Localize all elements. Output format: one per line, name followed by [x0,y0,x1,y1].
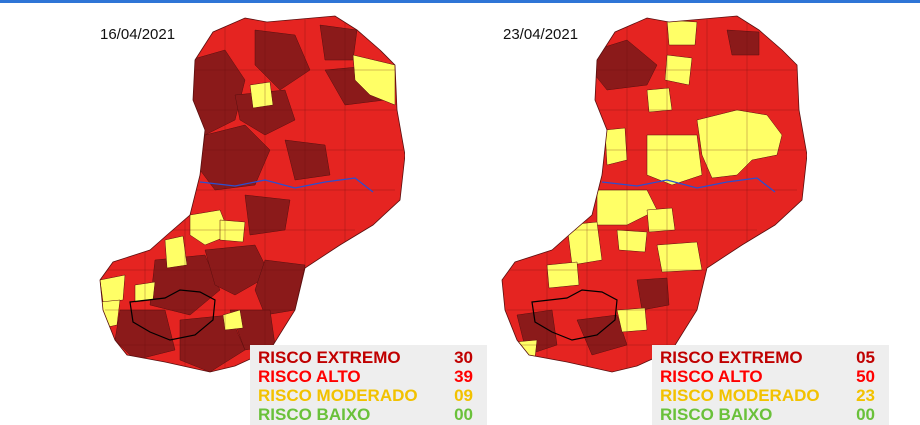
summary-count: 39 [454,367,473,386]
municipality-moderado [646,207,676,233]
summary-row-alto: RISCO ALTO 50 [652,367,889,386]
municipality-extremo [244,194,291,236]
summary-count: 30 [454,348,473,367]
summary-count: 09 [454,386,473,405]
summary-row-alto: RISCO ALTO 39 [250,367,487,386]
summary-count: 00 [454,405,473,424]
municipality-moderado [646,134,703,186]
municipality-moderado [514,339,538,359]
municipality-moderado [646,87,673,113]
summary-count: 23 [856,386,875,405]
summary-row-baixo: RISCO BAIXO 00 [250,405,487,424]
municipality-extremo [254,29,311,91]
risk-summary-right: RISCO EXTREMO 05 RISCO ALTO 50 RISCO MOD… [652,345,889,425]
summary-count: 50 [856,367,875,386]
summary-row-moderado: RISCO MODERADO 23 [652,386,889,405]
summary-label: RISCO ALTO [258,367,361,386]
municipality-moderado [249,81,274,109]
top-accent-bar [0,0,920,3]
municipality-moderado [100,274,126,303]
state-outline [501,15,807,373]
municipality-extremo [254,259,306,316]
summary-label: RISCO MODERADO [258,386,418,405]
summary-label: RISCO ALTO [660,367,763,386]
summary-label: RISCO MODERADO [660,386,820,405]
summary-row-moderado: RISCO MODERADO 09 [250,386,487,405]
municipality-moderado [546,261,580,289]
summary-row-baixo: RISCO BAIXO 00 [652,405,889,424]
region-outline [531,289,618,341]
municipality-moderado [616,229,648,253]
summary-label: RISCO EXTREMO [258,348,401,367]
river-line [601,177,776,193]
summary-count: 00 [856,405,875,424]
municipality-moderado [164,235,188,269]
summary-label: RISCO BAIXO [258,405,371,424]
municipality-moderado [566,221,603,266]
municipality-moderado [604,127,628,166]
summary-row-extremo: RISCO EXTREMO 05 [652,348,889,367]
map-date-left: 16/04/2021 [100,26,176,43]
municipality-extremo [726,29,760,56]
municipality-moderado [100,299,121,329]
risk-map-right [501,15,807,373]
risk-summary-left: RISCO EXTREMO 30 RISCO ALTO 39 RISCO MOD… [250,345,487,425]
municipality-moderado [666,19,698,46]
municipality-extremo [319,24,358,61]
municipality-moderado [656,241,703,273]
risk-map-left [99,15,405,373]
summary-label: RISCO BAIXO [660,405,773,424]
summary-row-extremo: RISCO EXTREMO 30 [250,348,487,367]
municipality-moderado [219,219,246,243]
municipality-moderado [352,54,396,106]
municipality-extremo [636,277,670,311]
region-outline [129,289,216,341]
river-line [199,177,374,193]
summary-count: 05 [856,348,875,367]
summary-label: RISCO EXTREMO [660,348,803,367]
map-date-right: 23/04/2021 [503,26,579,43]
municipality-moderado [616,307,648,333]
municipality-moderado [222,309,244,331]
state-outline [99,15,405,373]
